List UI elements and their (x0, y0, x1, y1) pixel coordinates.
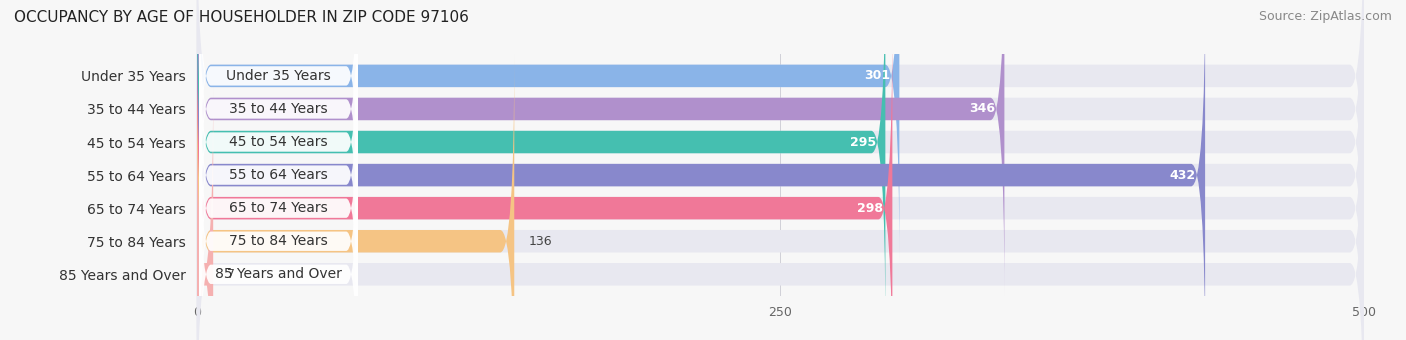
FancyBboxPatch shape (200, 119, 359, 340)
FancyBboxPatch shape (197, 0, 1364, 340)
FancyBboxPatch shape (197, 0, 900, 263)
FancyBboxPatch shape (200, 52, 359, 340)
FancyBboxPatch shape (197, 87, 1364, 340)
Text: 65 to 74 Years: 65 to 74 Years (229, 201, 328, 215)
FancyBboxPatch shape (197, 0, 1004, 296)
FancyBboxPatch shape (197, 87, 214, 340)
Text: OCCUPANCY BY AGE OF HOUSEHOLDER IN ZIP CODE 97106: OCCUPANCY BY AGE OF HOUSEHOLDER IN ZIP C… (14, 10, 470, 25)
Text: 295: 295 (849, 136, 876, 149)
Text: 7: 7 (228, 268, 235, 281)
Text: 35 to 44 Years: 35 to 44 Years (229, 102, 328, 116)
Text: 432: 432 (1170, 169, 1195, 182)
FancyBboxPatch shape (200, 0, 359, 265)
FancyBboxPatch shape (197, 0, 1364, 329)
FancyBboxPatch shape (197, 54, 1364, 340)
FancyBboxPatch shape (197, 0, 886, 329)
FancyBboxPatch shape (200, 19, 359, 331)
Text: 136: 136 (529, 235, 553, 248)
Text: Source: ZipAtlas.com: Source: ZipAtlas.com (1258, 10, 1392, 23)
FancyBboxPatch shape (197, 0, 1205, 340)
FancyBboxPatch shape (200, 86, 359, 340)
Text: 301: 301 (863, 69, 890, 82)
FancyBboxPatch shape (197, 0, 1364, 296)
FancyBboxPatch shape (200, 0, 359, 298)
Text: 298: 298 (858, 202, 883, 215)
Text: 45 to 54 Years: 45 to 54 Years (229, 135, 328, 149)
Text: 75 to 84 Years: 75 to 84 Years (229, 234, 328, 248)
FancyBboxPatch shape (197, 21, 1364, 340)
FancyBboxPatch shape (200, 0, 359, 232)
Text: 85 Years and Over: 85 Years and Over (215, 267, 342, 281)
Text: 346: 346 (969, 102, 995, 116)
FancyBboxPatch shape (197, 21, 893, 340)
Text: Under 35 Years: Under 35 Years (226, 69, 330, 83)
Text: 55 to 64 Years: 55 to 64 Years (229, 168, 328, 182)
FancyBboxPatch shape (197, 0, 1364, 263)
FancyBboxPatch shape (197, 54, 515, 340)
